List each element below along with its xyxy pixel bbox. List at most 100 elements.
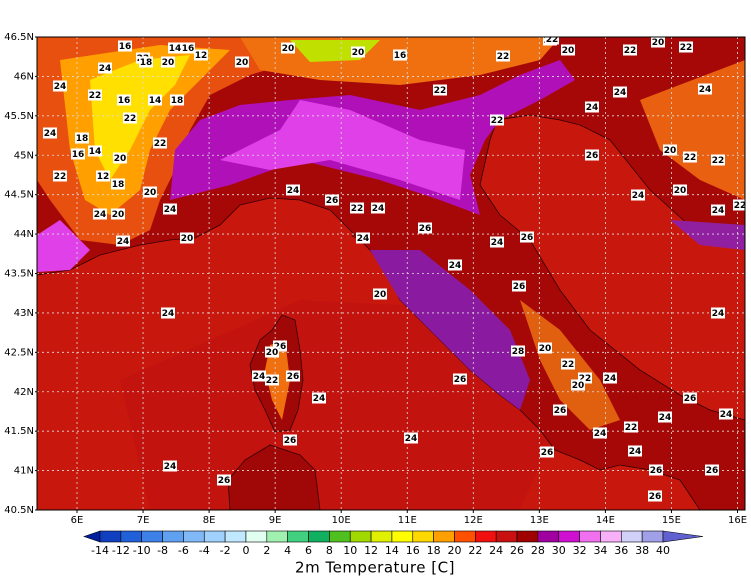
- contour-label: 22: [562, 360, 575, 370]
- label-box: [448, 259, 462, 271]
- colorbar-box: [454, 530, 476, 543]
- colorbar-label: -4: [199, 544, 210, 557]
- contour-label: 20: [664, 146, 677, 156]
- lat-label: 44.5N: [4, 190, 34, 201]
- contour-label: 24: [491, 238, 504, 248]
- colorbar-box: [287, 530, 309, 543]
- contour-label: 20: [562, 46, 575, 56]
- label-box: [512, 280, 526, 292]
- contour-label: 24: [659, 413, 672, 423]
- contour-label: 14: [149, 96, 162, 106]
- lon-label: 15E: [662, 515, 681, 526]
- colorbar-label: 4: [284, 544, 291, 557]
- contour-label: 20: [112, 210, 125, 220]
- contour-label: 22: [89, 91, 102, 101]
- contour-label: 16: [394, 51, 407, 61]
- label-box: [88, 145, 102, 157]
- label-box: [286, 370, 300, 382]
- colorbar-label: 0: [242, 544, 249, 557]
- label-box: [312, 392, 326, 404]
- contour-label: 24: [629, 447, 642, 457]
- colorbar-label: 26: [510, 544, 524, 557]
- contour-label: 14: [169, 44, 182, 54]
- label-box: [433, 84, 447, 96]
- label-box: [116, 235, 130, 247]
- axes: 46.5N 46N 45.5N 45N 44.5N 44N 43.5N 43N 42.5N 42N…: [4, 32, 747, 526]
- label-box: [711, 154, 725, 166]
- label-box: [181, 42, 195, 54]
- contour-label: 20: [374, 290, 387, 300]
- contour-label: 26: [218, 476, 231, 486]
- colorbar-box: [203, 530, 226, 543]
- label-box: [163, 203, 177, 215]
- label-box: [43, 127, 57, 139]
- label-box: [649, 464, 663, 476]
- colorbar-box: [620, 530, 643, 543]
- lon-label: 16E: [728, 515, 747, 526]
- label-box: [53, 80, 67, 92]
- lon-label: 10E: [332, 515, 351, 526]
- label-box: [88, 89, 102, 101]
- contour-label: 22: [579, 374, 592, 384]
- label-box: [658, 411, 672, 423]
- label-box: [350, 202, 364, 214]
- contour-label: 24: [372, 204, 385, 214]
- colorbar-box: [537, 530, 560, 543]
- label-box: [123, 112, 137, 124]
- label-box: [117, 94, 131, 106]
- label-box: [393, 49, 407, 61]
- lon-label: 13E: [530, 515, 549, 526]
- label-box: [170, 94, 184, 106]
- label-box: [511, 345, 525, 357]
- title: 2m Temperature [C]: [295, 559, 455, 577]
- contour-label: 22: [154, 139, 167, 149]
- label-box: [286, 184, 300, 196]
- label-box: [148, 94, 162, 106]
- contour-label: 20: [144, 188, 157, 198]
- contour-label: 24: [313, 394, 326, 404]
- colorbar-box: [641, 530, 664, 543]
- contour-label: 14: [89, 147, 102, 157]
- contour-label: 26: [274, 342, 287, 352]
- lat-label: 46.5N: [4, 32, 34, 43]
- colorbar-box: [308, 530, 330, 543]
- croatia-hot: [670, 220, 745, 250]
- contour-label: 24: [712, 206, 725, 216]
- contour-label: 26: [706, 466, 719, 476]
- contour-label: 22: [734, 201, 747, 211]
- label-box: [139, 56, 153, 68]
- label-box: [673, 184, 687, 196]
- label-box: [648, 490, 662, 502]
- colorbar-box: [433, 530, 455, 543]
- contour-label: 22: [625, 423, 638, 433]
- colorbar-label: 6: [305, 544, 312, 557]
- contour-label: 22: [434, 86, 447, 96]
- contour-label: 22: [624, 46, 637, 56]
- colorbar-label: 12: [364, 544, 378, 557]
- label-box: [628, 445, 642, 457]
- colorbar-box: [349, 530, 372, 543]
- label-box: [651, 37, 665, 48]
- contour-label: 26: [541, 448, 554, 458]
- colorbar-box: [579, 530, 601, 543]
- contour-label: 20: [572, 381, 585, 391]
- label-box: [631, 189, 645, 201]
- contour-label: 20: [282, 44, 295, 54]
- colorbar-label: 14: [385, 544, 399, 557]
- colorbar-label: 8: [326, 544, 333, 557]
- colorbar-label: 38: [635, 544, 649, 557]
- contour-label: 22: [54, 172, 67, 182]
- contour-label: 12: [195, 51, 208, 61]
- contour-label: 20: [266, 348, 279, 358]
- colorbar-label: 24: [489, 544, 503, 557]
- colorbar-box: [266, 530, 288, 543]
- lat-label: 43N: [14, 308, 34, 319]
- label-box: [624, 421, 638, 433]
- contour-label: 20: [236, 58, 249, 68]
- lat-label: 45.5N: [4, 111, 34, 122]
- lon-label: 12E: [464, 515, 483, 526]
- label-box: [373, 288, 387, 300]
- contour-labels: 1622141612201824242216141822241816142022…: [43, 37, 747, 502]
- colorbar-box: [183, 530, 205, 543]
